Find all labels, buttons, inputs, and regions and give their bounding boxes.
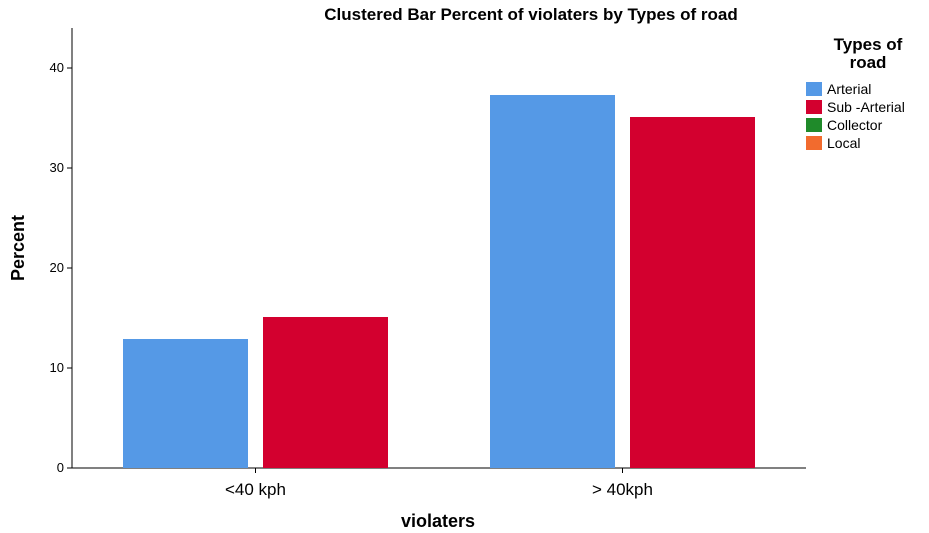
y-tick-label: 40 [50,60,64,75]
legend-label: Arterial [827,81,871,97]
x-category-label: <40 kph [225,480,286,499]
y-tick-label: 20 [50,260,64,275]
x-category-labels: <40 kph > 40kph [225,468,653,499]
y-ticks: 0 10 20 30 40 [50,60,72,475]
legend-title-line2: road [850,53,887,72]
chart-title: Clustered Bar Percent of violaters by Ty… [324,5,737,24]
bar-sub-arterial-1 [630,117,755,468]
bar-arterial-0 [123,339,248,468]
y-tick-label: 30 [50,160,64,175]
bars [123,95,755,468]
legend-items: Arterial Sub -Arterial Collector Local [806,81,905,151]
y-tick-label: 10 [50,360,64,375]
legend-label: Collector [827,117,883,133]
legend-label: Local [827,135,860,151]
plot-area: 0 10 20 30 40 <40 kph > 40kph [50,28,806,499]
legend-label: Sub -Arterial [827,99,905,115]
legend: Types of road Arterial Sub -Arterial Colle… [806,35,905,151]
x-axis-title: violaters [401,511,475,531]
legend-swatch [806,136,822,150]
legend-swatch [806,82,822,96]
y-axis-title: Percent [8,215,28,281]
legend-swatch [806,100,822,114]
bar-sub-arterial-0 [263,317,388,468]
legend-title-line1: Types of [834,35,903,54]
bar-arterial-1 [490,95,615,468]
x-category-label: > 40kph [592,480,653,499]
legend-swatch [806,118,822,132]
y-tick-label: 0 [57,460,64,475]
